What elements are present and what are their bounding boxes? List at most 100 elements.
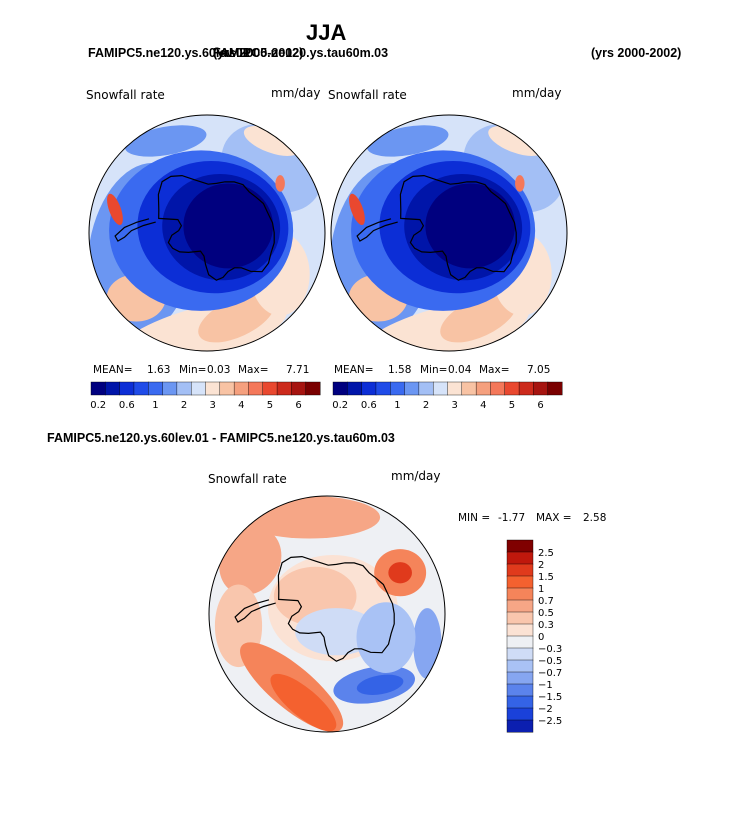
antarctica-coastline: [399, 174, 517, 281]
field-group: [331, 115, 567, 351]
colorbar-swatch: [190, 381, 207, 396]
panel3-min: -1.77: [498, 512, 526, 524]
panel2-units: mm/day: [512, 86, 562, 100]
panel1-max-label: Max=: [238, 364, 269, 376]
colorbar-swatch: [506, 599, 534, 613]
colorbar-tick-label: −2: [538, 704, 553, 715]
colorbar-swatch: [506, 695, 534, 709]
panel1-min-label: Min=: [179, 364, 207, 376]
peninsula-coastline: [234, 599, 276, 623]
contour-blob: [366, 125, 449, 157]
colorbar-swatch: [390, 381, 406, 396]
colorbar-swatch: [262, 381, 278, 396]
colorbar-swatch: [148, 381, 164, 396]
colorbar-swatch: [506, 671, 534, 685]
colorbar-swatch: [375, 381, 391, 396]
antarctica-coastline: [277, 555, 395, 662]
colorbar-tick-label: −0.3: [538, 644, 562, 655]
colorbar-tick-label: 1: [538, 584, 544, 595]
contour-blob: [388, 562, 412, 584]
panel2-colorbar: 0.2 0.6 1 2 3 4 5 6: [332, 381, 563, 411]
colorbar-swatch: [447, 381, 463, 396]
contour-blob: [440, 293, 517, 343]
panel1-max: 7.71: [286, 364, 310, 376]
colorbar-tick-label: 0.2: [90, 400, 106, 411]
colorbar-tick-label: 0.2: [332, 400, 348, 411]
panel2-mean-label: MEAN=: [334, 364, 374, 376]
contour-blob: [107, 193, 123, 226]
colorbar-swatch: [133, 381, 149, 396]
map-border: [208, 495, 446, 733]
colorbar-swatch: [332, 381, 348, 396]
colorbar-swatch: [219, 381, 235, 396]
colorbar-tick-label: −1.5: [538, 692, 562, 703]
peninsula-coastline: [356, 218, 398, 242]
contour-blob: [425, 183, 516, 269]
colorbar-tick-label: 0.7: [538, 596, 554, 607]
panel3-units: mm/day: [391, 469, 441, 483]
panel2-map: [330, 114, 568, 352]
panel1-colorbar: 0.2 0.6 1 2 3 4 5 6: [90, 381, 321, 411]
colorbar-tick-label: 1: [152, 400, 158, 411]
colorbar-swatch: [291, 381, 307, 396]
colorbar-swatch: [176, 381, 192, 396]
colorbar-swatch: [506, 611, 534, 625]
contour-blob: [488, 125, 545, 156]
panel2-title: Snowfall rate: [328, 88, 407, 102]
colorbar-swatch: [90, 381, 106, 396]
colorbar-swatch: [506, 539, 534, 553]
contour-blob: [356, 674, 404, 695]
case-b-label: FAMIPC5.ne120.ys.tau60m.03: [213, 46, 389, 60]
colorbar-tick-label: −1: [538, 680, 553, 691]
panel1-mean: 1.63: [147, 364, 171, 376]
colorbar-swatch: [461, 381, 477, 396]
colorbar-swatch: [506, 623, 534, 637]
contour-blob: [124, 125, 207, 157]
panel1-min: 0.03: [207, 364, 231, 376]
panel3-map: [208, 495, 446, 733]
panel1-map: [88, 114, 326, 352]
colorbar-swatch: [506, 647, 534, 661]
case-a-years: (yrs 2000-2002): [213, 46, 304, 60]
colorbar-tick-label: 1: [394, 400, 400, 411]
panel1-mean-label: MEAN=: [93, 364, 133, 376]
panel3-title: Snowfall rate: [208, 472, 287, 486]
colorbar-tick-label: 1.5: [538, 572, 554, 583]
colorbar-swatch: [475, 381, 491, 396]
colorbar-tick-label: 0.3: [538, 620, 554, 631]
colorbar-tick-label: 5: [267, 400, 273, 411]
colorbar-tick-label: 0.6: [361, 400, 377, 411]
colorbar-tick-label: 0.5: [538, 608, 554, 619]
contour-blob: [349, 193, 365, 226]
case-b-years: (yrs 2000-2002): [591, 46, 682, 60]
colorbar-tick-label: 5: [509, 400, 515, 411]
colorbar-swatch: [233, 381, 249, 396]
colorbar-swatch: [276, 381, 292, 396]
colorbar-tick-label: 4: [238, 400, 244, 411]
panel2-max: 7.05: [527, 364, 551, 376]
colorbar-tick-label: 0.6: [119, 400, 135, 411]
panel3-max-label: MAX =: [536, 512, 572, 524]
colorbar-tick-label: 3: [210, 400, 216, 411]
contour-blob: [515, 175, 525, 192]
contour-blob: [219, 526, 282, 595]
panel3-max: 2.58: [583, 512, 607, 524]
colorbar-swatch: [533, 381, 549, 396]
colorbar-swatch: [506, 587, 534, 601]
colorbar-tick-label: 2: [538, 560, 544, 571]
colorbar-tick-label: 2: [423, 400, 429, 411]
colorbar-swatch: [432, 381, 449, 396]
panel1-title: Snowfall rate: [86, 88, 165, 102]
contour-blob: [356, 602, 416, 673]
panel2-mean: 1.58: [388, 364, 412, 376]
contour-blob: [270, 673, 337, 732]
colorbar-swatch: [205, 381, 221, 396]
colorbar-swatch: [119, 381, 135, 396]
colorbar-swatch: [162, 381, 178, 396]
colorbar-swatch: [105, 381, 121, 396]
colorbar-swatch: [547, 381, 563, 396]
colorbar-tick-label: −2.5: [538, 716, 562, 727]
colorbar-tick-label: −0.5: [538, 656, 562, 667]
colorbar-swatch: [506, 683, 534, 697]
colorbar-swatch: [404, 381, 420, 396]
